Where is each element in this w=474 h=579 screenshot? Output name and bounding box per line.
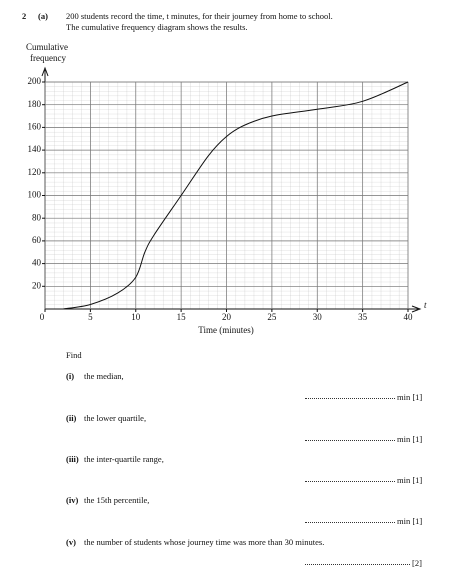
y-tick-label: 140: [28, 144, 42, 154]
y-tick-label: 120: [28, 167, 42, 177]
x-tick-label: 40: [404, 312, 414, 322]
x-tick-label: 30: [313, 312, 323, 322]
x-axis-label: Time (minutes): [198, 325, 253, 335]
y-tick-label: 200: [28, 76, 42, 86]
x-tick-label: 10: [131, 312, 141, 322]
part-label: (v): [66, 537, 76, 547]
answer-line: [305, 522, 395, 523]
part-text: the inter-quartile range,: [84, 454, 164, 464]
x-tick-label: 35: [358, 312, 368, 322]
x-tick-label: 25: [267, 312, 277, 322]
x-axis-symbol: t: [424, 300, 427, 310]
x-tick-label: 15: [177, 312, 187, 322]
intro-line: The cumulative frequency diagram shows t…: [66, 22, 248, 32]
y-tick-label: 180: [28, 99, 42, 109]
answer-unit: min [1]: [397, 392, 423, 402]
intro-line: 200 students record the time, t minutes,…: [66, 11, 333, 21]
answer-unit: min [1]: [397, 516, 423, 526]
part-label: (i): [66, 371, 75, 381]
answer-unit: [2]: [412, 558, 422, 568]
y-tick-label: 100: [28, 190, 42, 200]
part-label: (iii): [66, 454, 79, 464]
part-text: the median,: [84, 371, 124, 381]
y-axis-label: frequency: [30, 53, 66, 63]
question-part: (a): [38, 11, 48, 21]
y-tick-label: 20: [32, 280, 42, 290]
cumulative-curve: [63, 81, 409, 310]
y-tick-label: 40: [32, 258, 42, 268]
part-label: (iv): [66, 495, 79, 505]
answer-unit: min [1]: [397, 475, 423, 485]
chart: Cumulative frequency Time (minutes) t 0 5…: [26, 42, 427, 335]
y-tick-label: 80: [32, 212, 42, 222]
part-label: (ii): [66, 413, 77, 423]
y-tick-label: 160: [28, 121, 42, 131]
part-text: the lower quartile,: [84, 413, 147, 423]
answer-line: [305, 481, 395, 482]
y-axis-label: Cumulative: [26, 42, 68, 52]
y-tick-label: 60: [32, 235, 42, 245]
part-text: the number of students whose journey tim…: [84, 537, 325, 547]
x-tick-label: 20: [222, 312, 232, 322]
find-label: Find: [66, 350, 82, 360]
x-tick-label: 0: [40, 312, 45, 322]
question-number: 2: [22, 11, 27, 21]
part-text: the 15th percentile,: [84, 495, 150, 505]
answer-unit: min [1]: [397, 434, 423, 444]
answer-line: [305, 564, 410, 565]
answer-line: [305, 440, 395, 441]
answer-line: [305, 398, 395, 399]
x-tick-label: 5: [88, 312, 93, 322]
